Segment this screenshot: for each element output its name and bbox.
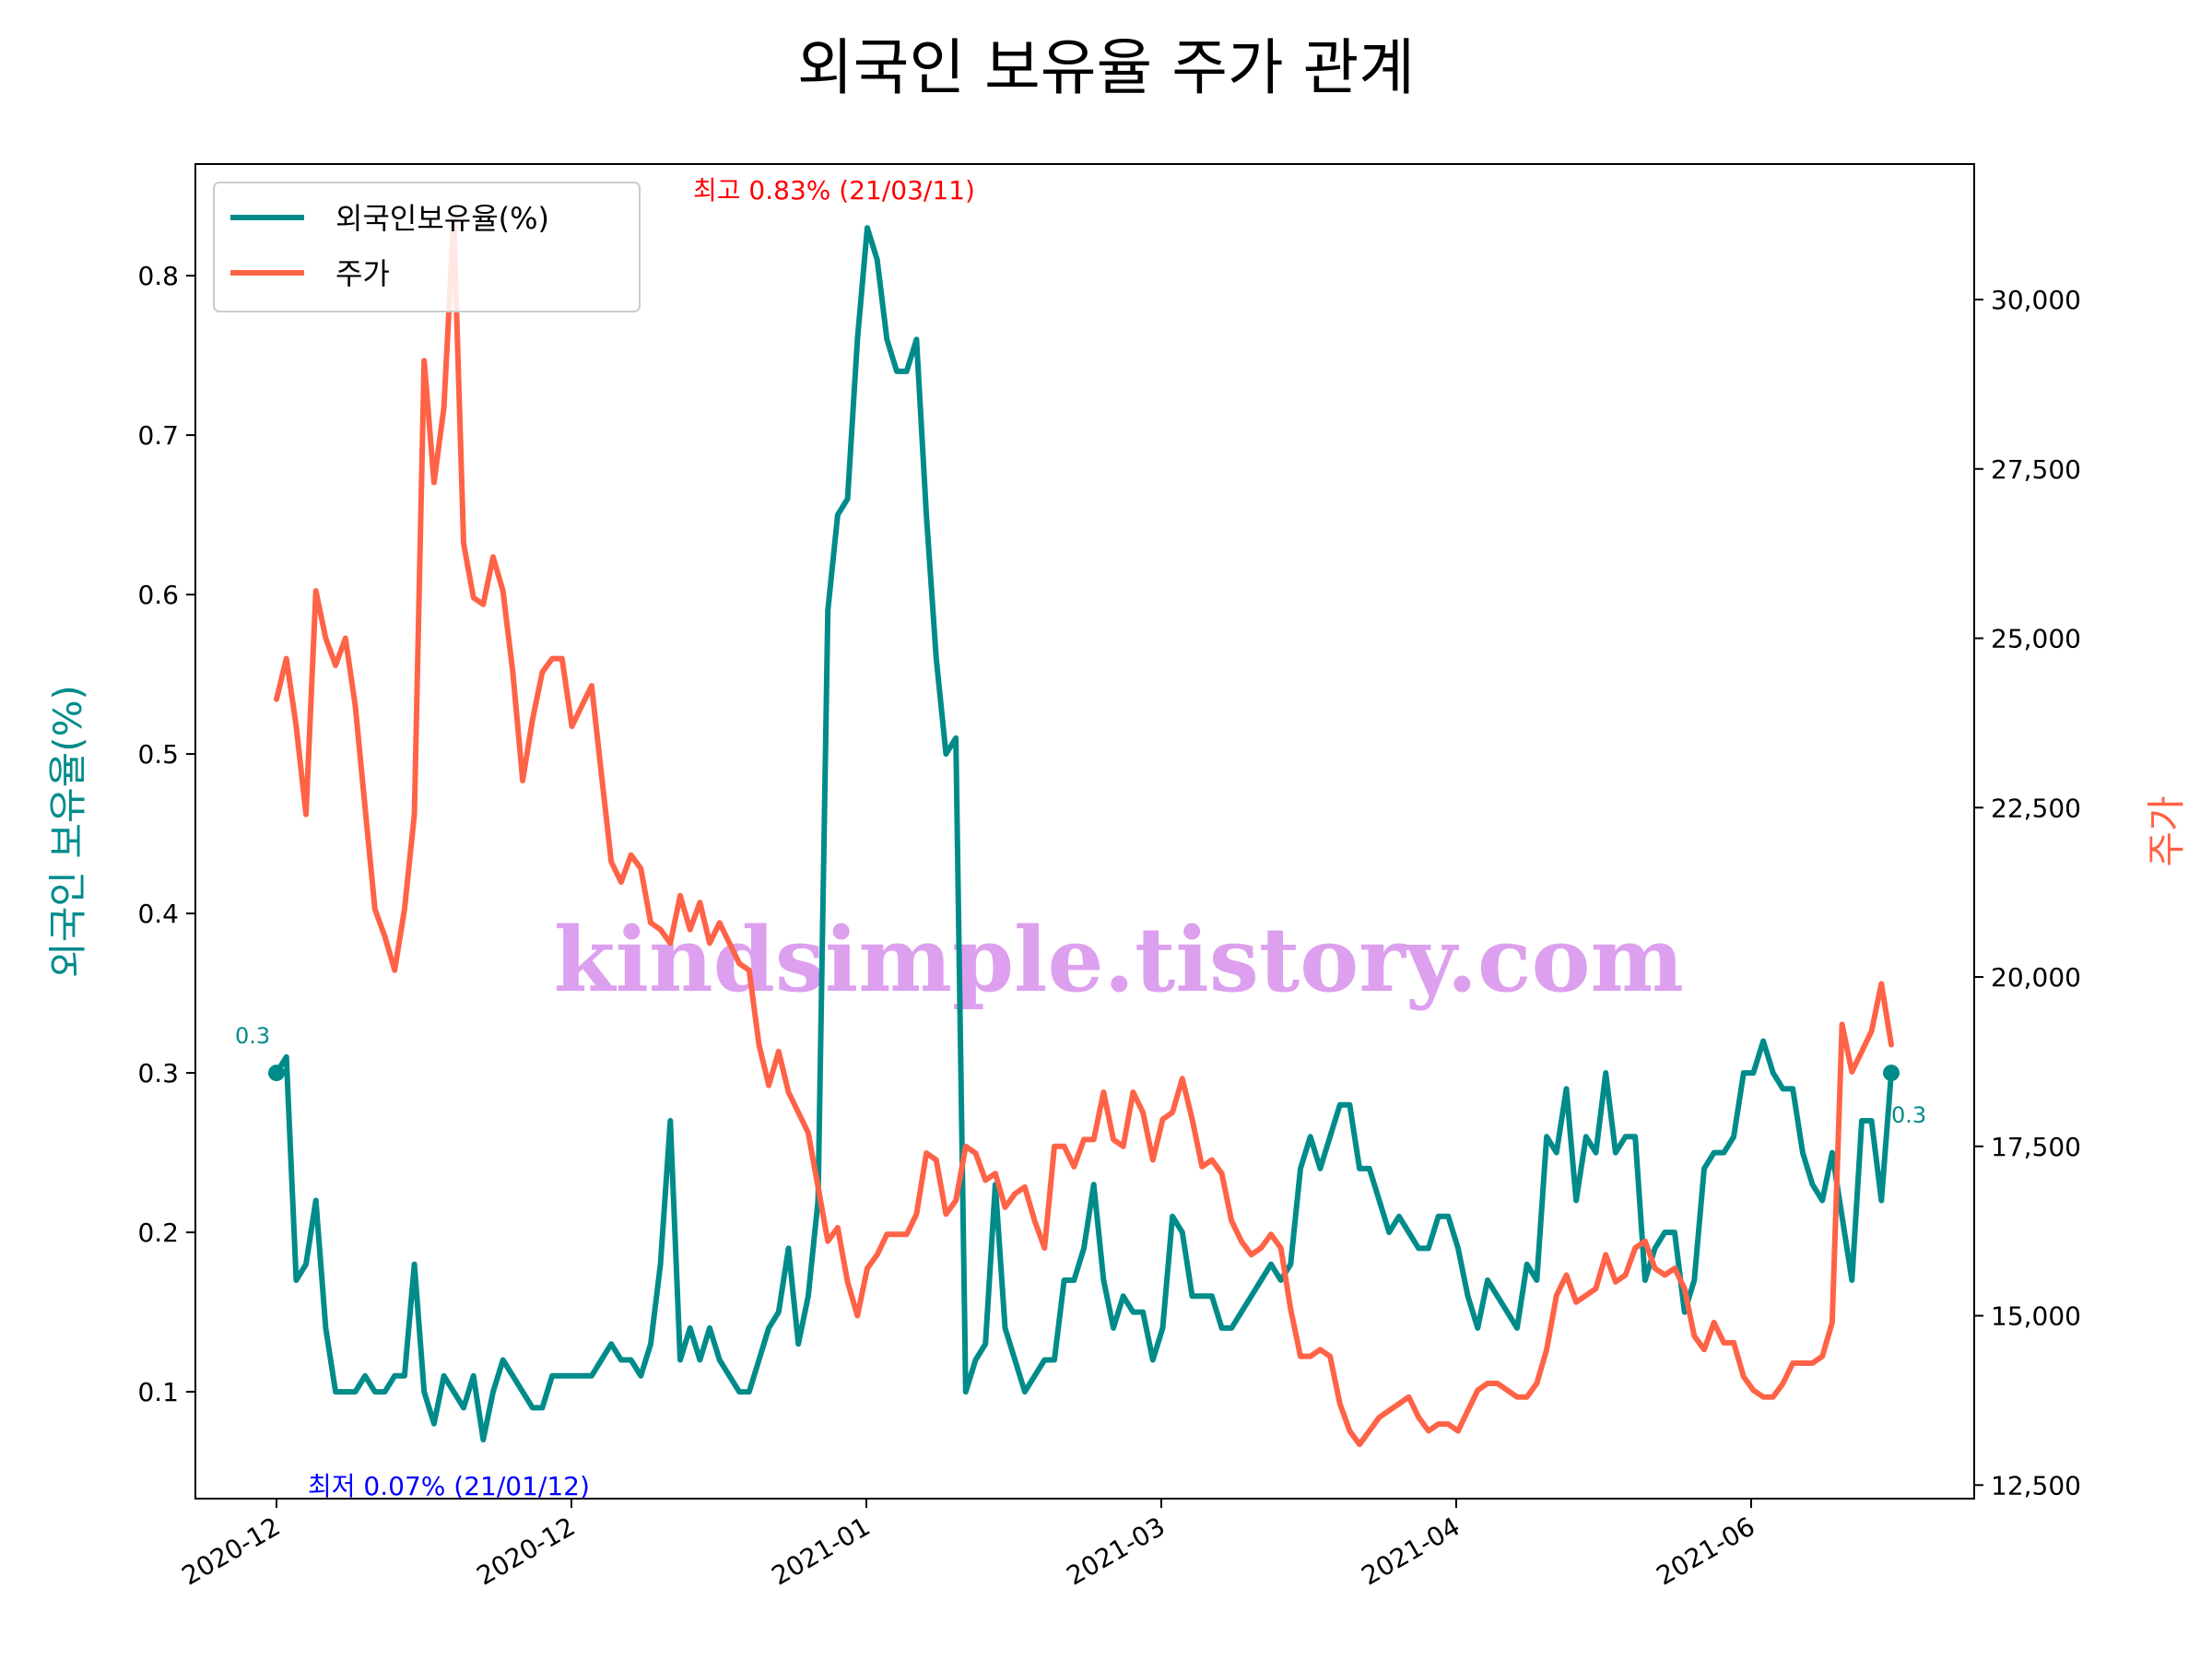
right-tick-label: 27,500 — [1991, 454, 2081, 485]
end-value-label: 0.3 — [1891, 1102, 1926, 1128]
left-tick-label: 0.7 — [137, 420, 179, 451]
left-axis-label: 외국인 보유율(%) — [45, 685, 90, 978]
end-point-marker — [1883, 1065, 1900, 1082]
right-axis-label: 주가 — [2144, 795, 2189, 866]
start-point-marker — [268, 1065, 285, 1082]
series-layer — [268, 215, 1900, 1448]
left-tick-label: 0.6 — [137, 580, 179, 610]
legend-label-ownership: 외국인보유율(%) — [335, 201, 549, 236]
left-tick-label: 0.1 — [137, 1377, 179, 1407]
right-tick-label: 15,000 — [1991, 1301, 2081, 1332]
left-tick-label: 0.8 — [137, 261, 179, 291]
right-tick-label: 22,500 — [1991, 793, 2081, 823]
right-tick-label: 17,500 — [1991, 1132, 2081, 1162]
left-tick-label: 0.3 — [137, 1058, 179, 1088]
max-annotation: 최고 0.83% (21/03/11) — [693, 175, 975, 206]
series-line-price — [274, 215, 1894, 1448]
left-tick-label: 0.2 — [137, 1218, 179, 1248]
right-tick-label: 25,000 — [1991, 624, 2081, 654]
watermark-text: kindsimple.tistory.com — [554, 908, 1684, 1012]
plot-frame — [194, 163, 1975, 1500]
left-axis-ticks: 0.1 0.2 0.3 0.4 0.5 0.6 0.7 0.8 — [137, 261, 195, 1407]
legend: 외국인보유율(%) 주가 — [213, 182, 641, 312]
right-tick-label: 20,000 — [1991, 962, 2081, 993]
left-tick-label: 0.5 — [137, 739, 179, 770]
legend-box — [213, 182, 641, 312]
min-annotation: 최저 0.07% (21/01/12) — [308, 1471, 590, 1501]
series-line-ownership — [274, 225, 1894, 1442]
right-tick-label: 30,000 — [1991, 285, 2081, 315]
plot-area — [194, 163, 1975, 1500]
left-tick-label: 0.4 — [137, 899, 179, 929]
right-axis-ticks: 12,500 15,000 17,500 20,000 22,500 25,000 27,5… — [1974, 285, 2081, 1500]
start-value-label: 0.3 — [235, 1023, 270, 1049]
legend-label-price: 주가 — [335, 256, 390, 291]
right-tick-label: 12,500 — [1991, 1470, 2081, 1500]
chart-title: 외국인 보유율 주가 관계 — [797, 32, 1415, 103]
